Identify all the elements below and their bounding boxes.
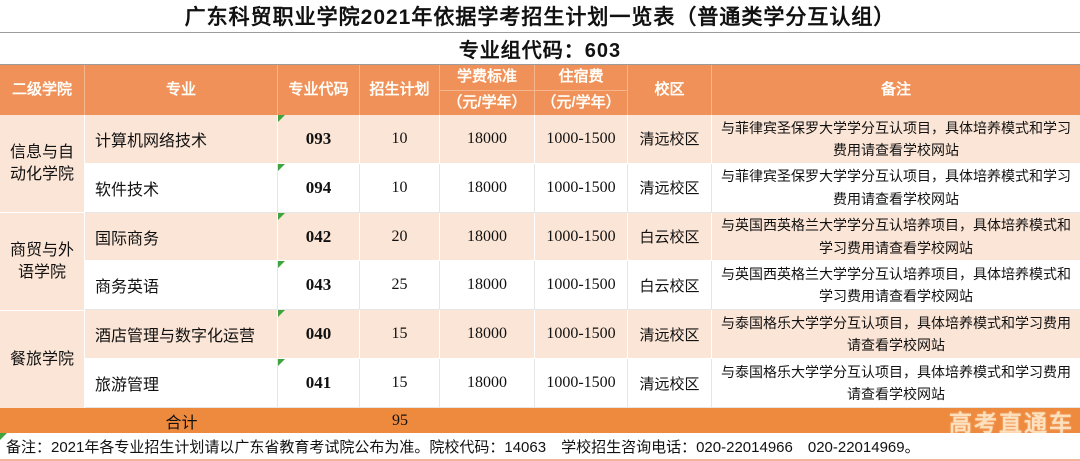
dorm-fee: 1000-1500 — [535, 115, 628, 164]
dorm-fee: 1000-1500 — [535, 261, 628, 311]
tuition-fee: 18000 — [440, 212, 535, 262]
major-name: 国际商务 — [85, 212, 278, 262]
college-cell: 商贸与外语学院 — [0, 213, 85, 311]
table-row: 国际商务 042 20 18000 1000-1500 白云校区 与英国西英格兰… — [85, 212, 1080, 262]
table-row: 酒店管理与数字化运营 040 15 18000 1000-1500 清远校区 与… — [85, 310, 1080, 360]
major-code: 040 — [278, 310, 360, 360]
table-row: 计算机网络技术 093 10 18000 1000-1500 清远校区 与菲律宾… — [85, 115, 1080, 164]
college-cell: 餐旅学院 — [0, 311, 85, 408]
tuition-fee: 18000 — [440, 261, 535, 311]
remark: 与英国西英格兰大学学分互认培养项目，具体培养模式和学习费用请查看学校网站 — [712, 261, 1080, 311]
major-name: 旅游管理 — [85, 359, 278, 408]
header-campus: 校区 — [628, 65, 712, 115]
header-dorm-line2: （元/学年） — [535, 89, 627, 116]
header-dorm-line1: 住宿费 — [558, 67, 604, 85]
plan-count: 25 — [360, 261, 440, 311]
major-name: 软件技术 — [85, 163, 278, 213]
plan-count: 10 — [360, 163, 440, 213]
watermark-logo: 高考直通车 — [949, 409, 1074, 436]
footnote-text: 备注：2021年各专业招生计划请以广东省教育考试院公布为准。院校代码：14063… — [6, 438, 920, 456]
tuition-fee: 18000 — [440, 115, 535, 164]
header-major: 专业 — [85, 65, 278, 115]
major-code: 093 — [278, 115, 360, 164]
campus: 白云校区 — [628, 212, 712, 262]
header-plan: 招生计划 — [360, 65, 440, 115]
table-row: 旅游管理 041 15 18000 1000-1500 清远校区 与泰国格乐大学… — [85, 359, 1080, 408]
remark: 与菲律宾圣保罗大学学分互认项目，具体培养模式和学习费用请查看学校网站 — [712, 115, 1080, 164]
tuition-fee: 18000 — [440, 163, 535, 213]
major-code: 042 — [278, 212, 360, 262]
remark: 与泰国格乐大学学分互认项目，具体培养模式和学习费用请查看学校网站 — [712, 359, 1080, 408]
major-code: 041 — [278, 359, 360, 408]
major-code: 094 — [278, 163, 360, 213]
campus: 清远校区 — [628, 310, 712, 360]
table-row: 商务英语 043 25 18000 1000-1500 白云校区 与英国西英格兰… — [85, 261, 1080, 311]
table-body: 信息与自动化学院 商贸与外语学院 餐旅学院 计算机网络技术 093 10 180… — [0, 115, 1080, 408]
total-plan-count: 95 — [392, 411, 408, 429]
plan-count: 15 — [360, 310, 440, 360]
page-title: 广东科贸职业学院2021年依据学考招生计划一览表（普通类学分互认组） — [0, 0, 1080, 33]
major-code: 043 — [278, 261, 360, 311]
plan-count: 10 — [360, 115, 440, 164]
dorm-fee: 1000-1500 — [535, 212, 628, 262]
major-rows: 计算机网络技术 093 10 18000 1000-1500 清远校区 与菲律宾… — [85, 115, 1080, 408]
dorm-fee: 1000-1500 — [535, 310, 628, 360]
remark: 与英国西英格兰大学学分互认培养项目，具体培养模式和学习费用请查看学校网站 — [712, 213, 1080, 262]
table-header-row: 二级学院 专业 专业代码 招生计划 学费标准 （元/学年） 住宿费 （元/学年）… — [0, 65, 1080, 115]
header-tuition-line2: （元/学年） — [440, 89, 534, 116]
remark: 与菲律宾圣保罗大学学分互认项目，具体培养模式和学习费用请查看学校网站 — [712, 164, 1080, 213]
header-tuition: 学费标准 （元/学年） — [440, 65, 535, 115]
college-column: 信息与自动化学院 商贸与外语学院 餐旅学院 — [0, 115, 85, 408]
campus: 清远校区 — [628, 359, 712, 408]
total-label: 合计 — [165, 414, 198, 432]
plan-count: 20 — [360, 212, 440, 262]
remark: 与泰国格乐大学学分互认项目，具体培养模式和学习费用请查看学校网站 — [712, 310, 1080, 360]
plan-count: 15 — [360, 359, 440, 408]
header-college: 二级学院 — [0, 65, 85, 115]
major-name: 商务英语 — [85, 261, 278, 311]
header-remark: 备注 — [880, 80, 911, 98]
major-name: 酒店管理与数字化运营 — [85, 310, 278, 360]
campus: 白云校区 — [628, 261, 712, 311]
table-row: 软件技术 094 10 18000 1000-1500 清远校区 与菲律宾圣保罗… — [85, 163, 1080, 213]
header-major-code: 专业代码 — [278, 65, 360, 115]
campus: 清远校区 — [628, 115, 712, 164]
footnote: 备注：2021年各专业招生计划请以广东省教育考试院公布为准。院校代码：14063… — [0, 433, 1080, 461]
tuition-fee: 18000 — [440, 310, 535, 360]
group-code-title: 专业组代码：603 — [0, 33, 1080, 65]
campus: 清远校区 — [628, 163, 712, 213]
dorm-fee: 1000-1500 — [535, 359, 628, 408]
major-name: 计算机网络技术 — [85, 115, 278, 164]
dorm-fee: 1000-1500 — [535, 163, 628, 213]
college-cell: 信息与自动化学院 — [0, 115, 85, 213]
header-tuition-line1: 学费标准 — [456, 67, 517, 85]
total-row: 合计 95 高考直通车 — [0, 408, 1080, 436]
header-dorm-fee: 住宿费 （元/学年） — [535, 65, 628, 115]
tuition-fee: 18000 — [440, 359, 535, 408]
